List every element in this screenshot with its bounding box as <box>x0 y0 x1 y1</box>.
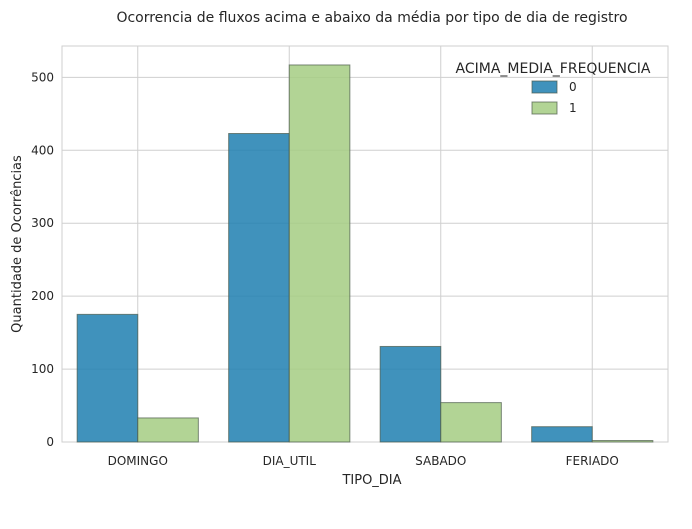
plot-area <box>61 45 669 443</box>
bar-series-1-sabado <box>440 402 502 443</box>
y-tick-label: 100 <box>31 362 54 376</box>
x-tick-label: DOMINGO <box>108 454 168 468</box>
y-axis-label: Quantidade de Ocorrências <box>10 155 25 333</box>
x-axis-label: TIPO_DIA <box>341 473 401 488</box>
x-axis-ticks: DOMINGO DIA_UTIL SABADO FERIADO <box>108 454 619 468</box>
legend-label-1: 1 <box>569 101 577 115</box>
y-tick-label: 400 <box>31 143 54 157</box>
chart-title: Ocorrencia de fluxos acima e abaixo da m… <box>116 10 627 26</box>
x-tick-label: DIA_UTIL <box>263 454 317 468</box>
y-axis-ticks: 0 100 200 300 400 500 <box>31 70 54 449</box>
legend: ACIMA_MEDIA_FREQUENCIA 01 <box>456 61 651 115</box>
legend-items: 01 <box>531 80 577 115</box>
bar-series-0-feriado <box>531 426 593 443</box>
bar-series-0-domingo <box>76 313 139 443</box>
y-tick-label: 0 <box>46 435 54 449</box>
x-tick-label: FERIADO <box>566 454 619 468</box>
bar-series-0-sabado <box>379 345 442 443</box>
bar-series-0-dia-util <box>228 133 290 443</box>
legend-label-0: 0 <box>569 80 577 94</box>
grid-lines <box>62 46 668 443</box>
legend-swatch-0 <box>531 80 558 94</box>
x-tick-label: SABADO <box>415 454 466 468</box>
y-tick-label: 500 <box>31 70 54 84</box>
y-tick-label: 200 <box>31 289 54 303</box>
bar-series-1-dia-util <box>288 64 351 443</box>
bars-group <box>76 64 654 443</box>
legend-title: ACIMA_MEDIA_FREQUENCIA <box>456 61 651 77</box>
bar-series-1-domingo <box>137 417 199 443</box>
bar-series-1-feriado <box>591 440 654 443</box>
legend-swatch-1 <box>531 101 558 115</box>
y-tick-label: 300 <box>31 216 54 230</box>
